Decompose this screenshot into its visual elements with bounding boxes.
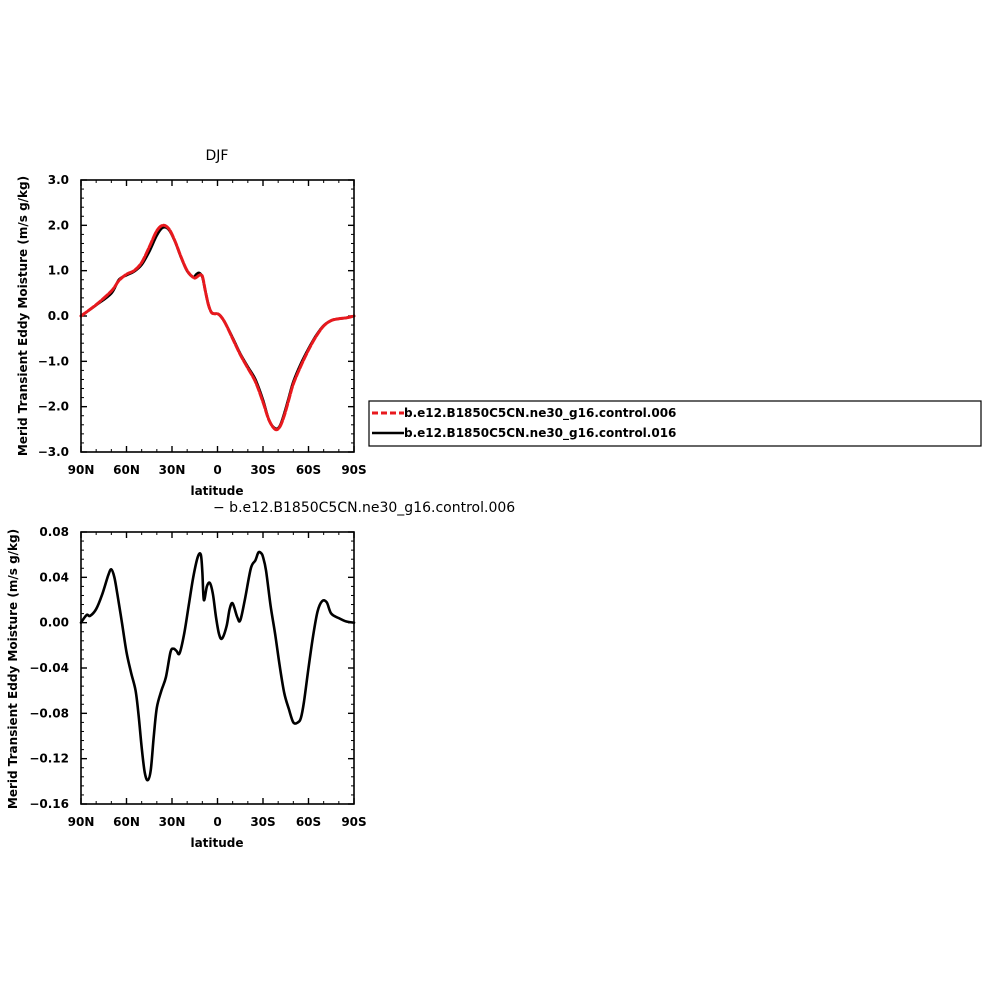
bottom-plot-ytick-label: −0.12 <box>29 752 69 766</box>
bottom-plot-ytick-label: −0.16 <box>29 797 69 811</box>
top-plot-xtick-label: 90S <box>341 463 366 477</box>
top-plot-title: DJF <box>206 148 229 164</box>
legend-label-series-1: b.e12.B1850C5CN.ne30_g16.control.006 <box>404 406 676 421</box>
top-plot-ytick-label: −1.0 <box>38 354 69 368</box>
top-plot-xtick-label: 60N <box>113 463 140 477</box>
bottom-plot-lines <box>79 550 356 782</box>
top-plot-series-line-2 <box>79 225 356 431</box>
top-plot: DJF latitude Merid Transient Eddy Moistu… <box>16 148 367 498</box>
top-plot-xtick-label: 90N <box>68 463 95 477</box>
bottom-plot-ticks: 0.08 0.04 0.00 −0.04 −0.08 −0.12 −0.16 90N 60N 30… <box>29 525 366 829</box>
legend: b.e12.B1850C5CN.ne30_g16.control.006 b.e… <box>368 400 982 447</box>
bottom-plot-series-line-1 <box>79 550 356 782</box>
top-plot-ytick-label: 3.0 <box>48 173 69 187</box>
bottom-plot: − b.e12.B1850C5CN.ne30_g16.control.006 l… <box>6 500 515 850</box>
legend-box <box>368 400 982 447</box>
top-plot-ytick-label: 0.0 <box>48 309 69 323</box>
bottom-plot-xtick-label: 90N <box>68 815 95 829</box>
bottom-plot-ylabel: Merid Transient Eddy Moisture (m/s g/kg) <box>6 529 20 809</box>
bottom-plot-frame <box>80 531 355 805</box>
top-plot-ytick-label: 1.0 <box>48 264 69 278</box>
top-plot-ytick-label: −2.0 <box>38 400 69 414</box>
bottom-plot-xtick-label: 60S <box>296 815 321 829</box>
top-plot-ytick-label: −3.0 <box>38 445 69 459</box>
top-plot-ticks: 3.0 2.0 1.0 0.0 −1.0 −2.0 −3.0 90N 60N 30N 0 30S 60S… <box>38 173 367 477</box>
bottom-plot-ytick-label: −0.04 <box>29 661 69 675</box>
top-plot-ylabel: Merid Transient Eddy Moisture (m/s g/kg) <box>16 176 30 456</box>
top-plot-series-line-1 <box>79 223 356 432</box>
bottom-plot-ytick-label: 0.04 <box>39 570 69 584</box>
top-plot-xlabel: latitude <box>190 484 243 498</box>
bottom-plot-xtick-label: 30S <box>250 815 275 829</box>
top-plot-xtick-label: 30N <box>159 463 186 477</box>
bottom-plot-xtick-label: 30N <box>159 815 186 829</box>
bottom-plot-title: − b.e12.B1850C5CN.ne30_g16.control.006 <box>213 500 515 516</box>
top-plot-lines <box>79 223 356 432</box>
bottom-plot-xlabel: latitude <box>190 836 243 850</box>
top-plot-xtick-label: 0 <box>213 463 221 477</box>
top-plot-ytick-label: 2.0 <box>48 218 69 232</box>
bottom-plot-ytick-label: 0.08 <box>39 525 69 539</box>
legend-label-series-2: b.e12.B1850C5CN.ne30_g16.control.016 <box>404 426 676 441</box>
bottom-plot-xtick-label: 0 <box>213 815 221 829</box>
top-plot-xtick-label: 60S <box>296 463 321 477</box>
bottom-plot-xtick-label: 90S <box>341 815 366 829</box>
top-plot-xtick-label: 30S <box>250 463 275 477</box>
bottom-plot-xtick-label: 60N <box>113 815 140 829</box>
bottom-plot-ytick-label: 0.00 <box>39 616 69 630</box>
bottom-plot-ytick-label: −0.08 <box>29 706 69 720</box>
top-plot-frame <box>80 179 355 453</box>
